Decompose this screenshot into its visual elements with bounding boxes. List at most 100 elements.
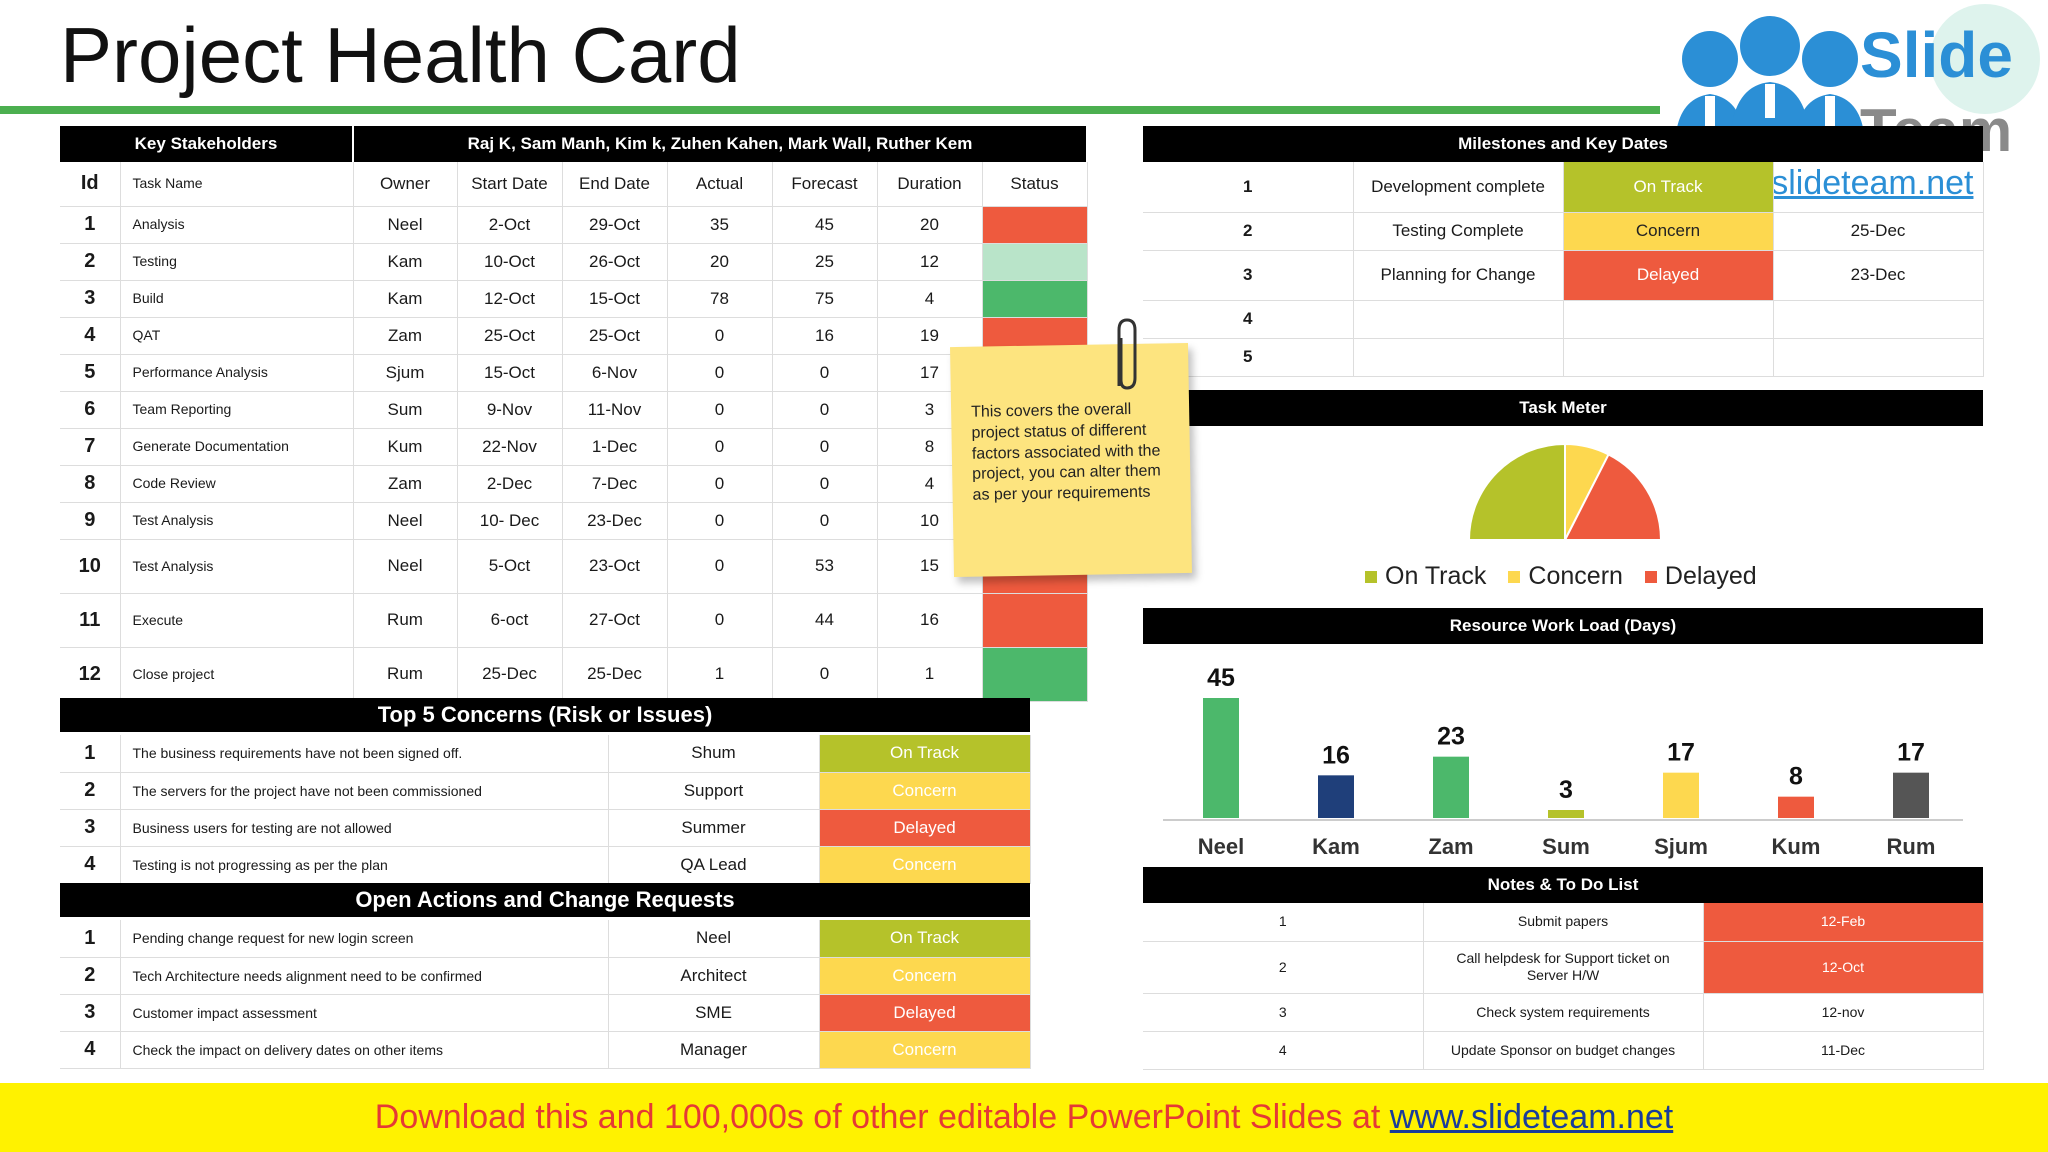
bar-sum bbox=[1548, 810, 1584, 818]
column-header: Task Name bbox=[120, 162, 354, 207]
milestone-id: 1 bbox=[1143, 162, 1354, 213]
bar-category-label: Rum bbox=[1887, 834, 1936, 859]
stakeholders-label: Key Stakeholders bbox=[60, 126, 354, 162]
milestone-row: 1 Development complete On Track bbox=[1143, 162, 1984, 213]
bar-sjum bbox=[1663, 772, 1699, 818]
actions-table: 1 Pending change request for new login sc… bbox=[60, 920, 1031, 1069]
column-header: Start Date bbox=[457, 162, 563, 207]
task-owner: Neel bbox=[353, 502, 458, 540]
task-name: Generate Documentation bbox=[120, 428, 354, 466]
milestone-name: Planning for Change bbox=[1353, 250, 1564, 301]
task-forecast: 45 bbox=[772, 206, 878, 244]
task-actual: 0 bbox=[667, 354, 773, 392]
concerns-status: Concern bbox=[819, 772, 1031, 810]
note-id: 2 bbox=[1143, 941, 1424, 994]
column-header: Status bbox=[982, 162, 1088, 207]
task-actual: 0 bbox=[667, 465, 773, 503]
task-actual: 1 bbox=[667, 647, 773, 702]
actions-status: Concern bbox=[819, 957, 1031, 995]
task-start: 5-Oct bbox=[457, 539, 563, 594]
task-name: Code Review bbox=[120, 465, 354, 503]
actions-id: 1 bbox=[60, 920, 121, 958]
note-text: Submit papers bbox=[1423, 903, 1704, 942]
task-row: 7 Generate Documentation Kum 22-Nov 1-Dec 0 0 8 bbox=[60, 428, 1088, 466]
workload-chart: 45 Neel 16 Kam 23 Zam 3 Sum 17 Sjum 8 Kum 17 Rum bbox=[1163, 664, 1963, 859]
actions-header: Open Actions and Change Requests bbox=[60, 883, 1030, 917]
milestone-name bbox=[1353, 300, 1564, 339]
actions-row: 4 Check the impact on delivery dates on o… bbox=[60, 1031, 1031, 1069]
column-header: Forecast bbox=[772, 162, 878, 207]
note-id: 4 bbox=[1143, 1031, 1424, 1070]
milestone-date bbox=[1773, 300, 1984, 339]
note-date: 12-Oct bbox=[1703, 941, 1984, 994]
milestones-table: Milestones and Key Dates 1 Development co… bbox=[1143, 126, 1984, 377]
task-name: Test Analysis bbox=[120, 539, 354, 594]
task-start: 22-Nov bbox=[457, 428, 563, 466]
task-status-cell bbox=[982, 206, 1088, 244]
task-start: 6-oct bbox=[457, 593, 563, 648]
actions-status: Concern bbox=[819, 1031, 1031, 1069]
task-row: 11 Execute Rum 6-oct 27-Oct 0 44 16 bbox=[60, 593, 1088, 648]
task-forecast: 25 bbox=[772, 243, 878, 281]
task-duration: 16 bbox=[877, 593, 983, 648]
workload-header: Resource Work Load (Days) bbox=[1143, 608, 1983, 644]
milestone-status: Concern bbox=[1563, 212, 1774, 251]
notes-table: 1 Submit papers 12-Feb 2 Call helpdesk for S… bbox=[1143, 903, 1984, 1070]
task-row: 9 Test Analysis Neel 10- Dec 23-Dec 0 0 10 bbox=[60, 502, 1088, 540]
bar-category-label: Zam bbox=[1428, 834, 1473, 859]
note-row: 2 Call helpdesk for Support ticket on Ser… bbox=[1143, 941, 1984, 994]
task-meter-legend: On Track Concern Delayed bbox=[1365, 562, 1779, 591]
task-name: Build bbox=[120, 280, 354, 318]
bar-category-label: Sjum bbox=[1654, 834, 1708, 859]
task-forecast: 53 bbox=[772, 539, 878, 594]
task-start: 25-Dec bbox=[457, 647, 563, 702]
actions-owner: Architect bbox=[608, 957, 820, 995]
task-row: 5 Performance Analysis Sjum 15-Oct 6-Nov 0 0 17 bbox=[60, 354, 1088, 392]
task-row: 4 QAT Zam 25-Oct 25-Oct 0 16 19 bbox=[60, 317, 1088, 355]
milestone-status: Delayed bbox=[1563, 250, 1774, 301]
milestone-name: Development complete bbox=[1353, 162, 1564, 213]
task-id: 11 bbox=[60, 593, 121, 648]
task-end: 11-Nov bbox=[562, 391, 668, 429]
milestone-row: 4 bbox=[1143, 300, 1984, 339]
task-owner: Kam bbox=[353, 280, 458, 318]
concerns-owner: Support bbox=[608, 772, 820, 810]
milestone-status: On Track bbox=[1563, 162, 1774, 213]
task-duration: 12 bbox=[877, 243, 983, 281]
bar-value-label: 17 bbox=[1667, 739, 1695, 767]
bar-zam bbox=[1433, 756, 1469, 818]
task-duration: 4 bbox=[877, 280, 983, 318]
bar-rum bbox=[1893, 772, 1929, 818]
task-id: 1 bbox=[60, 206, 121, 244]
bar-category-label: Neel bbox=[1198, 834, 1244, 859]
task-owner: Rum bbox=[353, 647, 458, 702]
footer-link[interactable]: www.slideteam.net bbox=[1389, 1098, 1674, 1136]
task-forecast: 0 bbox=[772, 465, 878, 503]
note-row: 1 Submit papers 12-Feb bbox=[1143, 903, 1984, 942]
concerns-table: 1 The business requirements have not been… bbox=[60, 735, 1031, 884]
note-id: 1 bbox=[1143, 903, 1424, 942]
task-duration: 1 bbox=[877, 647, 983, 702]
task-status-cell bbox=[982, 243, 1088, 281]
bar-neel bbox=[1203, 698, 1239, 818]
sticky-note-text: This covers the overall project status o… bbox=[971, 400, 1161, 504]
concerns-status: Concern bbox=[819, 846, 1031, 884]
page-title: Project Health Card bbox=[60, 11, 741, 99]
actions-text: Pending change request for new login scr… bbox=[120, 920, 609, 958]
task-duration: 20 bbox=[877, 206, 983, 244]
task-forecast: 44 bbox=[772, 593, 878, 648]
task-name: QAT bbox=[120, 317, 354, 355]
column-header: Actual bbox=[667, 162, 773, 207]
task-name: Execute bbox=[120, 593, 354, 648]
task-end: 23-Oct bbox=[562, 539, 668, 594]
note-text: Call helpdesk for Support ticket on Serv… bbox=[1423, 941, 1704, 994]
legend-item: Delayed bbox=[1644, 562, 1757, 590]
concerns-row: 2 The servers for the project have not be… bbox=[60, 772, 1031, 810]
task-row: 8 Code Review Zam 2-Dec 7-Dec 0 0 4 bbox=[60, 465, 1088, 503]
concerns-row: 3 Business users for testing are not allo… bbox=[60, 809, 1031, 847]
task-end: 6-Nov bbox=[562, 354, 668, 392]
logo-word-slide: Slide bbox=[1860, 19, 2013, 91]
task-id: 5 bbox=[60, 354, 121, 392]
column-header: Duration bbox=[877, 162, 983, 207]
logo-circle bbox=[1930, 4, 2040, 114]
